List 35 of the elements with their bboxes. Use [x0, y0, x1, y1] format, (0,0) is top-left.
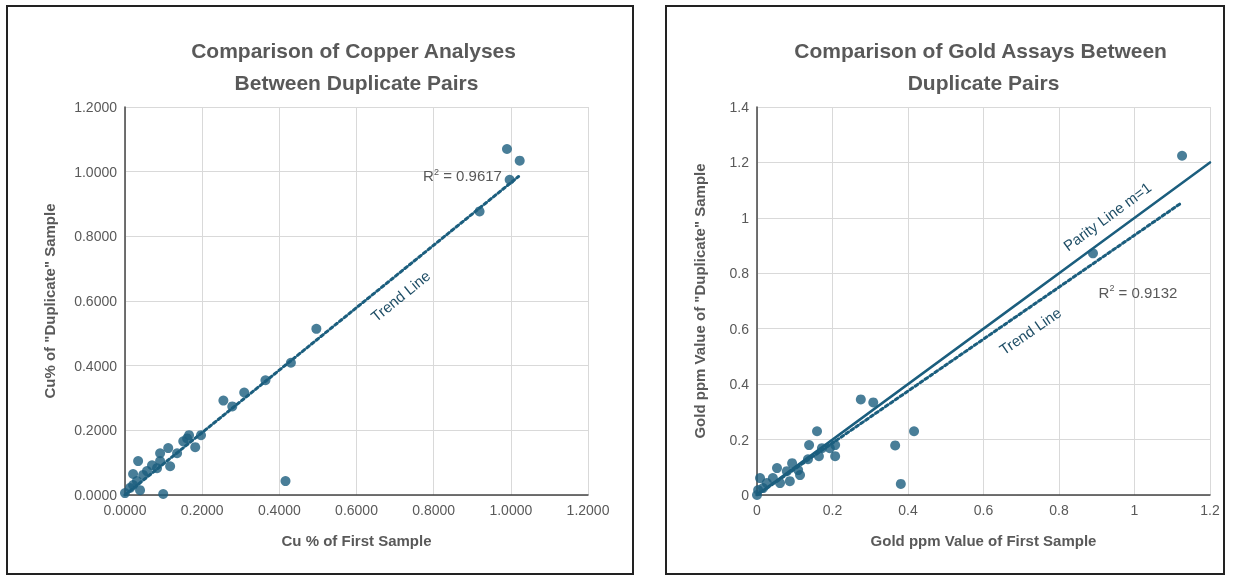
x-tick-label: 1.0000	[489, 502, 533, 518]
y-tick-label: 1.4	[729, 99, 750, 115]
x-tick-label: 0.8	[1049, 502, 1069, 518]
y-tick-label: 1.0000	[74, 163, 118, 180]
x-tick-label: 1.2	[1200, 502, 1220, 518]
x-tick-label: 0.4000	[257, 502, 301, 518]
y-tick-label: 1	[741, 209, 750, 226]
x-tick-label: 0.4	[898, 502, 918, 518]
y-tick-label: 0.4000	[74, 357, 118, 374]
y-axis-title: Gold ppm Value of "Duplicate" Sample	[691, 163, 708, 439]
y-axis-title: Cu% of "Duplicate" Sample	[41, 203, 58, 399]
x-tick-label: 1	[1130, 502, 1139, 518]
chart-title: Comparison of Gold Assays Between Duplicate Pairs	[794, 38, 1173, 94]
y-tick-label: 1.2000	[74, 99, 118, 115]
x-tick-label: 0.0000	[103, 502, 147, 518]
x-tick-label: 1.2000	[566, 502, 610, 518]
x-axis-title: Cu % of First Sample	[281, 532, 432, 549]
x-tick-label: 0.6000	[335, 502, 379, 518]
y-tick-label: 0.4	[729, 376, 750, 393]
x-tick-label: 0.2000	[180, 502, 224, 518]
y-tick-label: 0.8	[729, 265, 750, 282]
y-tick-label: 0.8000	[74, 228, 118, 245]
y-tick-label: 1.2	[729, 154, 750, 171]
x-tick-label: 0.8000	[412, 502, 456, 518]
y-tick-label: 0	[741, 487, 750, 503]
y-tick-label: 0.6	[729, 320, 750, 337]
y-tick-label: 0.2000	[74, 422, 118, 439]
x-tick-label: 0.6	[973, 502, 994, 518]
x-tick-label: 0.2	[822, 502, 843, 518]
x-axis-title: Gold ppm Value of First Sample	[870, 532, 1097, 549]
y-tick-label: 0.2	[729, 431, 750, 448]
x-tick-label: 0	[753, 502, 762, 518]
y-tick-label: 0.0000	[74, 487, 118, 503]
chart-title: Comparison of Copper Analyses Between Duplicate Pairs	[191, 38, 522, 94]
y-tick-label: 0.6000	[74, 293, 118, 309]
